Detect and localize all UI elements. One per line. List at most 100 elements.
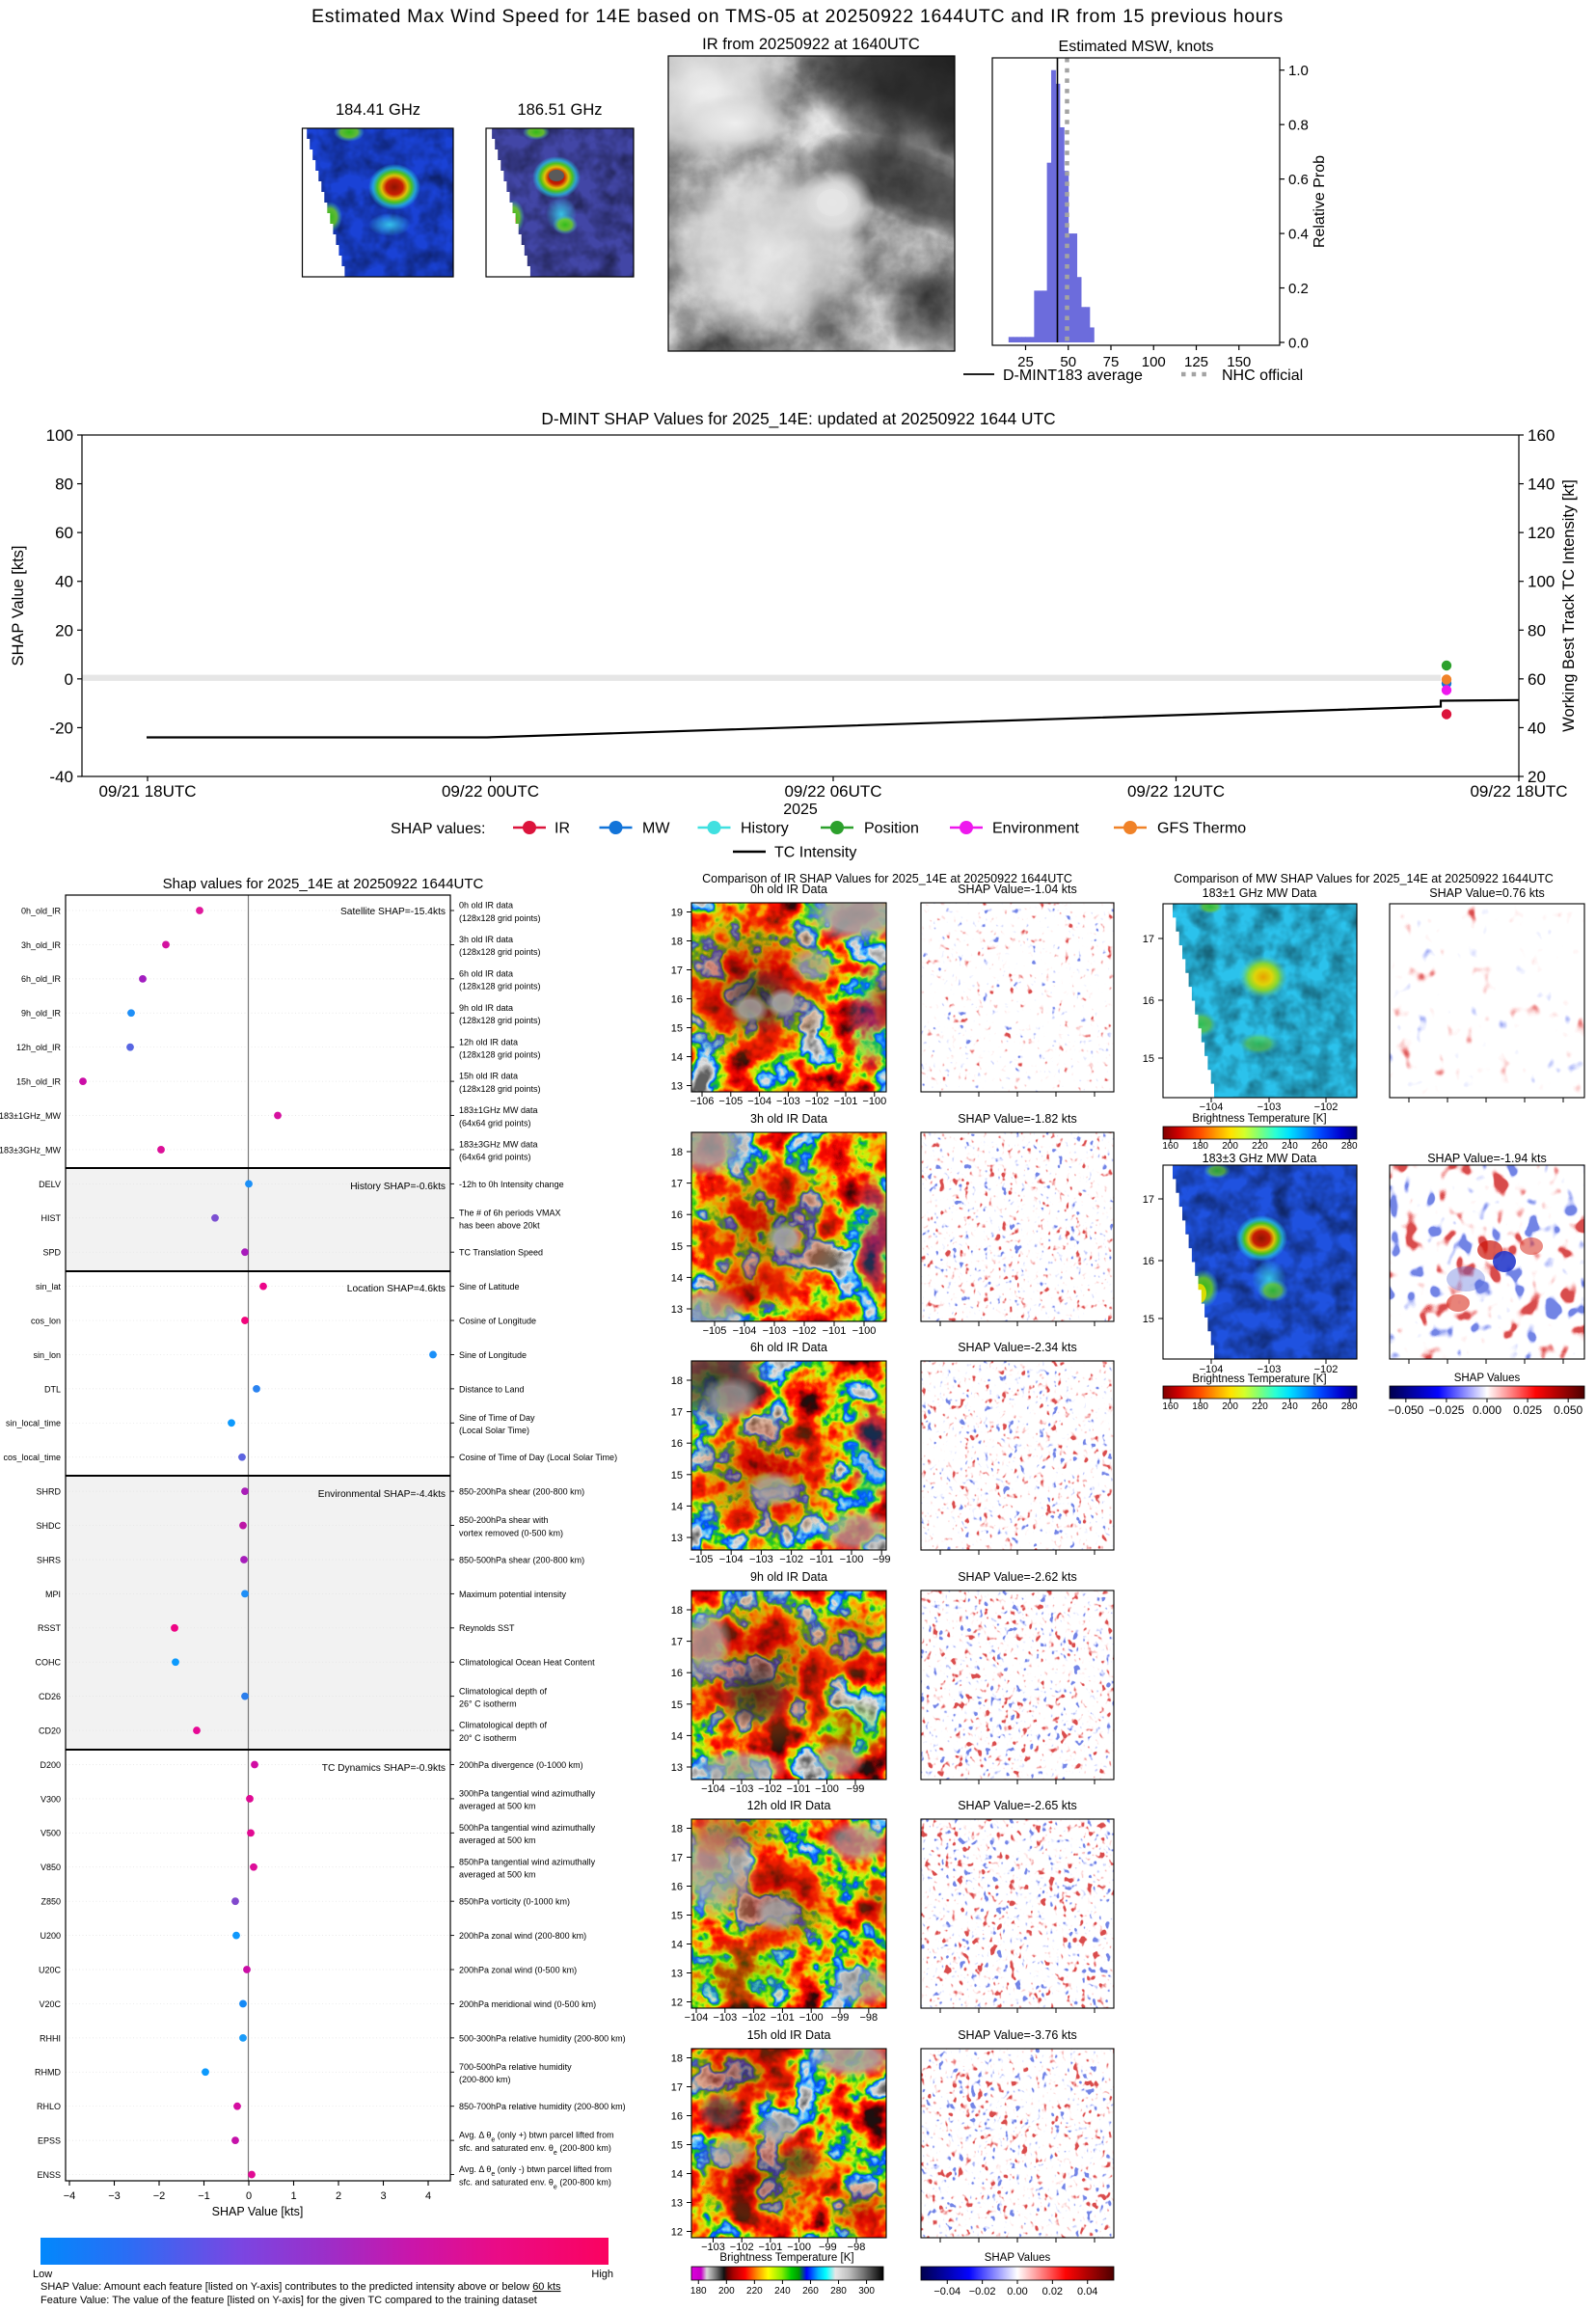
svg-text:DTL: DTL — [44, 1384, 61, 1394]
svg-text:0h_old_IR: 0h_old_IR — [21, 906, 62, 915]
svg-text:220: 220 — [746, 2286, 763, 2297]
svg-text:260: 260 — [1312, 1141, 1328, 1152]
svg-text:18: 18 — [671, 2053, 683, 2065]
svg-text:183±3GHz MW data: 183±3GHz MW data — [459, 1140, 537, 1150]
svg-text:9h old IR Data: 9h old IR Data — [750, 1570, 827, 1584]
svg-text:180: 180 — [1192, 1401, 1208, 1412]
svg-text:−103: −103 — [763, 1325, 787, 1337]
svg-text:20: 20 — [55, 621, 73, 639]
svg-text:14: 14 — [671, 1940, 683, 1951]
svg-text:14: 14 — [671, 1272, 683, 1284]
svg-text:Sine of Latitude: Sine of Latitude — [459, 1282, 520, 1291]
svg-text:−104: −104 — [701, 1783, 725, 1795]
svg-text:Low: Low — [33, 2269, 52, 2280]
svg-text:GFS Thermo: GFS Thermo — [1157, 821, 1246, 837]
svg-text:09/22 18UTC: 09/22 18UTC — [1470, 782, 1567, 801]
svg-text:−102: −102 — [742, 2012, 766, 2024]
svg-text:183±1GHz_MW: 183±1GHz_MW — [0, 1111, 61, 1121]
svg-text:(128x128 grid points): (128x128 grid points) — [459, 947, 541, 957]
svg-text:0.025: 0.025 — [1513, 1403, 1542, 1417]
svg-text:−103: −103 — [1258, 1101, 1282, 1113]
svg-text:18: 18 — [671, 1824, 683, 1835]
svg-text:V20C: V20C — [39, 1999, 61, 2009]
svg-text:−4: −4 — [64, 2190, 76, 2202]
svg-text:V850: V850 — [41, 1862, 61, 1872]
svg-text:183±1 GHz MW Data: 183±1 GHz MW Data — [1203, 886, 1317, 900]
svg-text:−103: −103 — [776, 1096, 800, 1107]
svg-text:15h old IR data: 15h old IR data — [459, 1072, 518, 1081]
svg-text:CD20: CD20 — [39, 1726, 61, 1735]
svg-text:220: 220 — [1252, 1401, 1268, 1412]
svg-text:Working Best Track TC Intensit: Working Best Track TC Intensity [kt] — [1560, 479, 1578, 732]
svg-text:U20C: U20C — [39, 1965, 62, 1974]
svg-text:700-500hPa relative humidity: 700-500hPa relative humidity — [459, 2062, 572, 2072]
svg-text:-20: -20 — [49, 719, 73, 737]
svg-text:−102: −102 — [1314, 1101, 1339, 1113]
svg-text:−101: −101 — [759, 2242, 783, 2253]
svg-text:(128x128 grid points): (128x128 grid points) — [459, 982, 541, 992]
svg-text:Sine of Time of Day: Sine of Time of Day — [459, 1413, 535, 1423]
svg-text:186.51 GHz: 186.51 GHz — [517, 101, 602, 119]
svg-text:13: 13 — [671, 1762, 683, 1774]
svg-text:260: 260 — [1312, 1401, 1328, 1412]
svg-text:V500: V500 — [41, 1829, 61, 1838]
svg-text:12: 12 — [671, 2227, 683, 2239]
svg-text:D-MINT183 average: D-MINT183 average — [1003, 367, 1143, 384]
svg-text:40: 40 — [55, 573, 73, 591]
svg-text:3h old IR data: 3h old IR data — [459, 935, 513, 944]
svg-text:IR: IR — [555, 821, 570, 837]
svg-text:60: 60 — [55, 524, 73, 542]
svg-text:6h old IR data: 6h old IR data — [459, 968, 513, 978]
svg-text:−100: −100 — [852, 1325, 877, 1337]
svg-text:D200: D200 — [40, 1760, 61, 1770]
svg-text:−104: −104 — [733, 1325, 757, 1337]
svg-text:U200: U200 — [40, 1931, 61, 1941]
svg-text:0.2: 0.2 — [1288, 281, 1309, 297]
svg-text:15: 15 — [1143, 1314, 1154, 1325]
svg-text:Satellite SHAP=-15.4kts: Satellite SHAP=-15.4kts — [340, 907, 446, 917]
svg-text:16: 16 — [1143, 995, 1154, 1007]
svg-text:16: 16 — [671, 2111, 683, 2123]
svg-text:SHAP Value: Amount each featur: SHAP Value: Amount each feature [listed … — [41, 2281, 561, 2293]
svg-text:240: 240 — [1282, 1141, 1298, 1152]
svg-text:Position: Position — [864, 821, 919, 837]
svg-text:−104: −104 — [1200, 1101, 1224, 1113]
svg-text:CD26: CD26 — [39, 1692, 61, 1701]
svg-text:−99: −99 — [819, 2242, 837, 2253]
svg-text:SHAP Value=-2.65 kts: SHAP Value=-2.65 kts — [958, 1799, 1077, 1812]
svg-text:−101: −101 — [834, 1096, 858, 1107]
svg-text:Z850: Z850 — [41, 1897, 61, 1907]
svg-text:−102: −102 — [805, 1096, 829, 1107]
svg-text:SHAP Value=-1.04 kts: SHAP Value=-1.04 kts — [958, 883, 1077, 896]
svg-text:17: 17 — [1143, 934, 1154, 945]
svg-text:SHAP Value=-3.76 kts: SHAP Value=-3.76 kts — [958, 2028, 1077, 2042]
svg-text:−0.050: −0.050 — [1388, 1403, 1423, 1417]
svg-text:Location SHAP=4.6kts: Location SHAP=4.6kts — [347, 1284, 446, 1294]
svg-text:12h_old_IR: 12h_old_IR — [16, 1043, 62, 1052]
svg-text:−104: −104 — [685, 2012, 709, 2024]
svg-text:180: 180 — [1192, 1141, 1208, 1152]
svg-text:−98: −98 — [859, 2012, 878, 2024]
svg-text:850-700hPa relative humidity (: 850-700hPa relative humidity (200-800 km… — [459, 2102, 626, 2111]
svg-text:12: 12 — [671, 1998, 683, 2009]
svg-text:−102: −102 — [1314, 1364, 1339, 1375]
svg-text:Climatological depth of: Climatological depth of — [459, 1686, 548, 1696]
svg-text:260: 260 — [802, 2286, 819, 2297]
svg-text:−99: −99 — [847, 1783, 865, 1795]
svg-text:−103: −103 — [749, 1554, 773, 1565]
svg-text:16: 16 — [671, 1668, 683, 1679]
svg-text:sin_local_time: sin_local_time — [6, 1419, 61, 1428]
svg-text:9h old IR data: 9h old IR data — [459, 1003, 513, 1013]
svg-text:Estimated Max Wind Speed for 1: Estimated Max Wind Speed for 14E based o… — [311, 6, 1284, 27]
svg-text:−102: −102 — [758, 1783, 782, 1795]
svg-text:SHRS: SHRS — [37, 1555, 61, 1564]
svg-text:160: 160 — [1162, 1401, 1178, 1412]
svg-text:2: 2 — [336, 2190, 341, 2202]
svg-text:−104: −104 — [747, 1096, 771, 1107]
svg-text:averaged at 500 km: averaged at 500 km — [459, 1802, 536, 1811]
svg-text:NHC official: NHC official — [1222, 367, 1303, 384]
svg-text:16: 16 — [671, 1210, 683, 1221]
svg-text:280: 280 — [830, 2286, 847, 2297]
svg-text:−0.025: −0.025 — [1428, 1403, 1464, 1417]
svg-text:15: 15 — [671, 2140, 683, 2152]
